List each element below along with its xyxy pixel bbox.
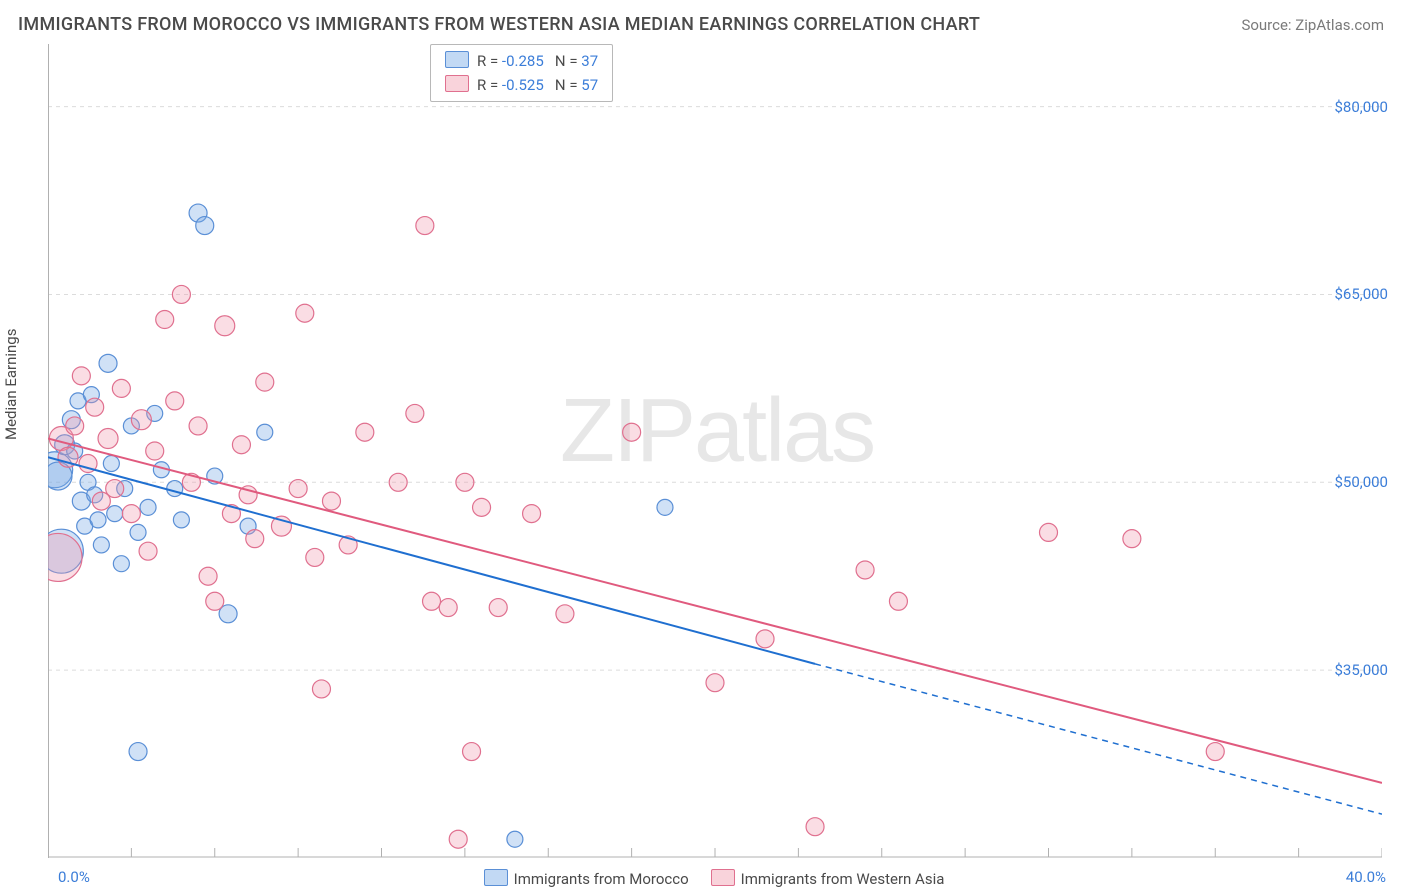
data-point[interactable] [172,285,190,303]
data-point[interactable] [66,417,84,435]
data-point[interactable] [189,417,207,435]
data-point[interactable] [523,505,541,523]
data-point[interactable] [98,428,118,448]
legend-series-label: Immigrants from Western Asia [741,870,945,888]
data-point[interactable] [246,530,264,548]
data-point[interactable] [113,556,129,572]
y-tick-label: $50,000 [1334,473,1388,491]
legend-swatch [445,75,469,92]
data-point[interactable] [140,499,156,515]
n-value: 37 [581,52,598,70]
data-point[interactable] [99,354,117,372]
stats-legend-row: R = -0.285 N = 37 [445,49,598,73]
data-point[interactable] [473,498,491,516]
source-label: Source: [1241,16,1291,34]
data-point[interactable] [106,480,124,498]
data-point[interactable] [199,567,217,585]
n-label: N = [555,76,581,94]
r-label: R = [477,76,502,94]
data-point[interactable] [889,592,907,610]
data-point[interactable] [306,548,324,566]
data-point[interactable] [206,592,224,610]
series-legend: Immigrants from Morocco Immigrants from W… [0,869,1406,888]
legend-swatch [445,51,469,68]
data-point[interactable] [416,217,434,235]
data-point[interactable] [1040,523,1058,541]
data-point[interactable] [456,473,474,491]
data-point[interactable] [406,404,424,422]
data-point[interactable] [72,367,90,385]
data-point[interactable] [356,423,374,441]
y-tick-label: $35,000 [1334,661,1388,679]
data-point[interactable] [103,456,119,472]
data-point[interactable] [146,442,164,460]
r-label: R = [477,52,502,70]
trend-line [48,438,1382,782]
data-point[interactable] [166,392,184,410]
data-point[interactable] [232,436,250,454]
data-point[interactable] [389,473,407,491]
data-point[interactable] [131,410,151,430]
data-point[interactable] [90,512,106,528]
data-point[interactable] [489,599,507,617]
data-point[interactable] [129,743,147,761]
legend-swatch [711,869,735,886]
legend-swatch [484,869,508,886]
data-point[interactable] [706,674,724,692]
r-value: -0.285 [502,52,544,70]
data-point[interactable] [423,592,441,610]
data-point[interactable] [167,481,183,497]
data-point[interactable] [856,561,874,579]
data-point[interactable] [93,537,109,553]
y-tick-label: $80,000 [1334,98,1388,116]
data-point[interactable] [215,316,235,336]
stats-legend-row: R = -0.525 N = 57 [445,73,598,97]
trend-line-extrapolated [815,664,1382,814]
data-point[interactable] [1206,743,1224,761]
data-point[interactable] [806,818,824,836]
data-point[interactable] [130,524,146,540]
data-point[interactable] [289,480,307,498]
data-point[interactable] [156,311,174,329]
data-point[interactable] [173,512,189,528]
data-point[interactable] [86,398,104,416]
data-point[interactable] [1123,530,1141,548]
trend-line [48,457,815,664]
data-point[interactable] [322,492,340,510]
data-point[interactable] [449,830,467,848]
data-point[interactable] [196,217,214,235]
data-point[interactable] [296,304,314,322]
r-value: -0.525 [502,76,544,94]
data-point[interactable] [623,423,641,441]
data-point[interactable] [112,379,130,397]
stats-legend: R = -0.285 N = 37R = -0.525 N = 57 [430,44,613,102]
source-name[interactable]: ZipAtlas.com [1295,16,1384,34]
n-label: N = [555,52,581,70]
chart-title: IMMIGRANTS FROM MOROCCO VS IMMIGRANTS FR… [18,14,980,35]
scatter-chart [48,44,1382,858]
legend-series-label: Immigrants from Morocco [514,870,689,888]
data-point[interactable] [657,499,673,515]
data-point[interactable] [256,373,274,391]
data-point[interactable] [107,506,123,522]
y-axis-label: Median Earnings [2,329,20,440]
data-point[interactable] [257,424,273,440]
data-point[interactable] [439,599,457,617]
data-point[interactable] [756,630,774,648]
data-point[interactable] [507,831,523,847]
data-point[interactable] [122,505,140,523]
y-tick-label: $65,000 [1334,285,1388,303]
data-point[interactable] [463,743,481,761]
source-credit: Source: ZipAtlas.com [1241,16,1384,34]
data-point[interactable] [312,680,330,698]
data-point[interactable] [139,542,157,560]
data-point[interactable] [556,605,574,623]
n-value: 57 [581,76,598,94]
